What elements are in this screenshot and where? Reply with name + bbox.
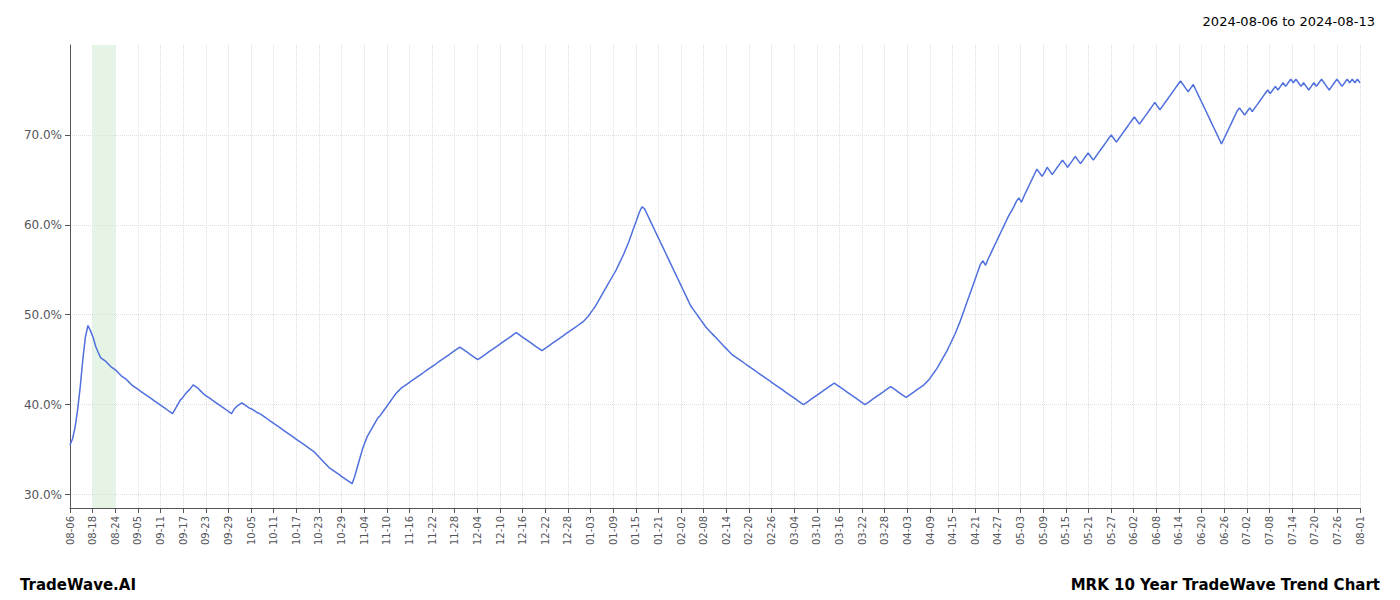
svg-text:50.0%: 50.0% <box>24 308 62 322</box>
svg-text:10-05: 10-05 <box>246 516 257 545</box>
svg-text:01-21: 01-21 <box>653 516 664 545</box>
svg-text:03-10: 03-10 <box>811 516 822 545</box>
svg-text:MRK 10 Year TradeWave Trend Ch: MRK 10 Year TradeWave Trend Chart <box>1071 576 1380 594</box>
svg-text:03-04: 03-04 <box>789 516 800 545</box>
svg-text:10-17: 10-17 <box>291 516 302 545</box>
svg-text:01-15: 01-15 <box>630 516 641 545</box>
svg-text:07-02: 07-02 <box>1241 516 1252 545</box>
svg-text:04-09: 04-09 <box>925 516 936 545</box>
svg-text:08-24: 08-24 <box>110 516 121 545</box>
svg-text:11-10: 11-10 <box>381 516 392 545</box>
svg-text:06-14: 06-14 <box>1173 516 1184 545</box>
svg-text:05-15: 05-15 <box>1060 516 1071 545</box>
svg-text:70.0%: 70.0% <box>24 128 62 142</box>
svg-text:12-16: 12-16 <box>517 516 528 545</box>
svg-text:04-27: 04-27 <box>992 516 1003 545</box>
svg-text:05-03: 05-03 <box>1015 516 1026 545</box>
svg-text:12-10: 12-10 <box>495 516 506 545</box>
svg-text:07-14: 07-14 <box>1287 516 1298 545</box>
svg-text:09-11: 09-11 <box>155 516 166 545</box>
svg-text:09-05: 09-05 <box>132 516 143 545</box>
svg-text:06-20: 06-20 <box>1196 516 1207 545</box>
svg-text:10-11: 10-11 <box>268 516 279 545</box>
svg-text:12-22: 12-22 <box>540 516 551 545</box>
svg-text:05-21: 05-21 <box>1083 516 1094 545</box>
svg-text:40.0%: 40.0% <box>24 398 62 412</box>
svg-text:09-23: 09-23 <box>200 516 211 545</box>
svg-text:07-26: 07-26 <box>1332 516 1343 545</box>
svg-text:08-18: 08-18 <box>87 516 98 545</box>
svg-text:12-04: 12-04 <box>472 516 483 545</box>
svg-text:07-20: 07-20 <box>1309 516 1320 545</box>
svg-text:11-28: 11-28 <box>449 516 460 545</box>
svg-text:TradeWave.AI: TradeWave.AI <box>20 576 136 594</box>
svg-text:02-20: 02-20 <box>743 516 754 545</box>
svg-text:03-28: 03-28 <box>879 516 890 545</box>
svg-text:09-29: 09-29 <box>223 516 234 545</box>
svg-text:12-28: 12-28 <box>562 516 573 545</box>
svg-text:02-08: 02-08 <box>698 516 709 545</box>
svg-text:08-01: 08-01 <box>1355 516 1366 545</box>
svg-text:07-08: 07-08 <box>1264 516 1275 545</box>
svg-text:60.0%: 60.0% <box>24 218 62 232</box>
svg-text:04-03: 04-03 <box>902 516 913 545</box>
svg-text:01-09: 01-09 <box>608 516 619 545</box>
svg-text:04-21: 04-21 <box>970 516 981 545</box>
svg-text:10-23: 10-23 <box>313 516 324 545</box>
svg-text:01-03: 01-03 <box>585 516 596 545</box>
svg-text:02-14: 02-14 <box>721 516 732 545</box>
svg-text:06-02: 06-02 <box>1128 516 1139 545</box>
svg-text:30.0%: 30.0% <box>24 488 62 502</box>
svg-text:02-26: 02-26 <box>766 516 777 545</box>
svg-text:04-15: 04-15 <box>947 516 958 545</box>
svg-text:08-06: 08-06 <box>65 516 76 545</box>
svg-text:05-27: 05-27 <box>1106 516 1117 545</box>
svg-text:10-29: 10-29 <box>336 516 347 545</box>
svg-text:11-16: 11-16 <box>404 516 415 545</box>
svg-text:11-22: 11-22 <box>427 516 438 545</box>
svg-text:06-26: 06-26 <box>1219 516 1230 545</box>
svg-text:11-04: 11-04 <box>359 516 370 545</box>
svg-text:02-02: 02-02 <box>676 516 687 545</box>
svg-text:03-22: 03-22 <box>857 516 868 545</box>
svg-text:05-09: 05-09 <box>1038 516 1049 545</box>
svg-text:03-16: 03-16 <box>834 516 845 545</box>
svg-text:09-17: 09-17 <box>178 516 189 545</box>
svg-text:06-08: 06-08 <box>1151 516 1162 545</box>
svg-text:2024-08-06 to 2024-08-13: 2024-08-06 to 2024-08-13 <box>1203 14 1375 29</box>
